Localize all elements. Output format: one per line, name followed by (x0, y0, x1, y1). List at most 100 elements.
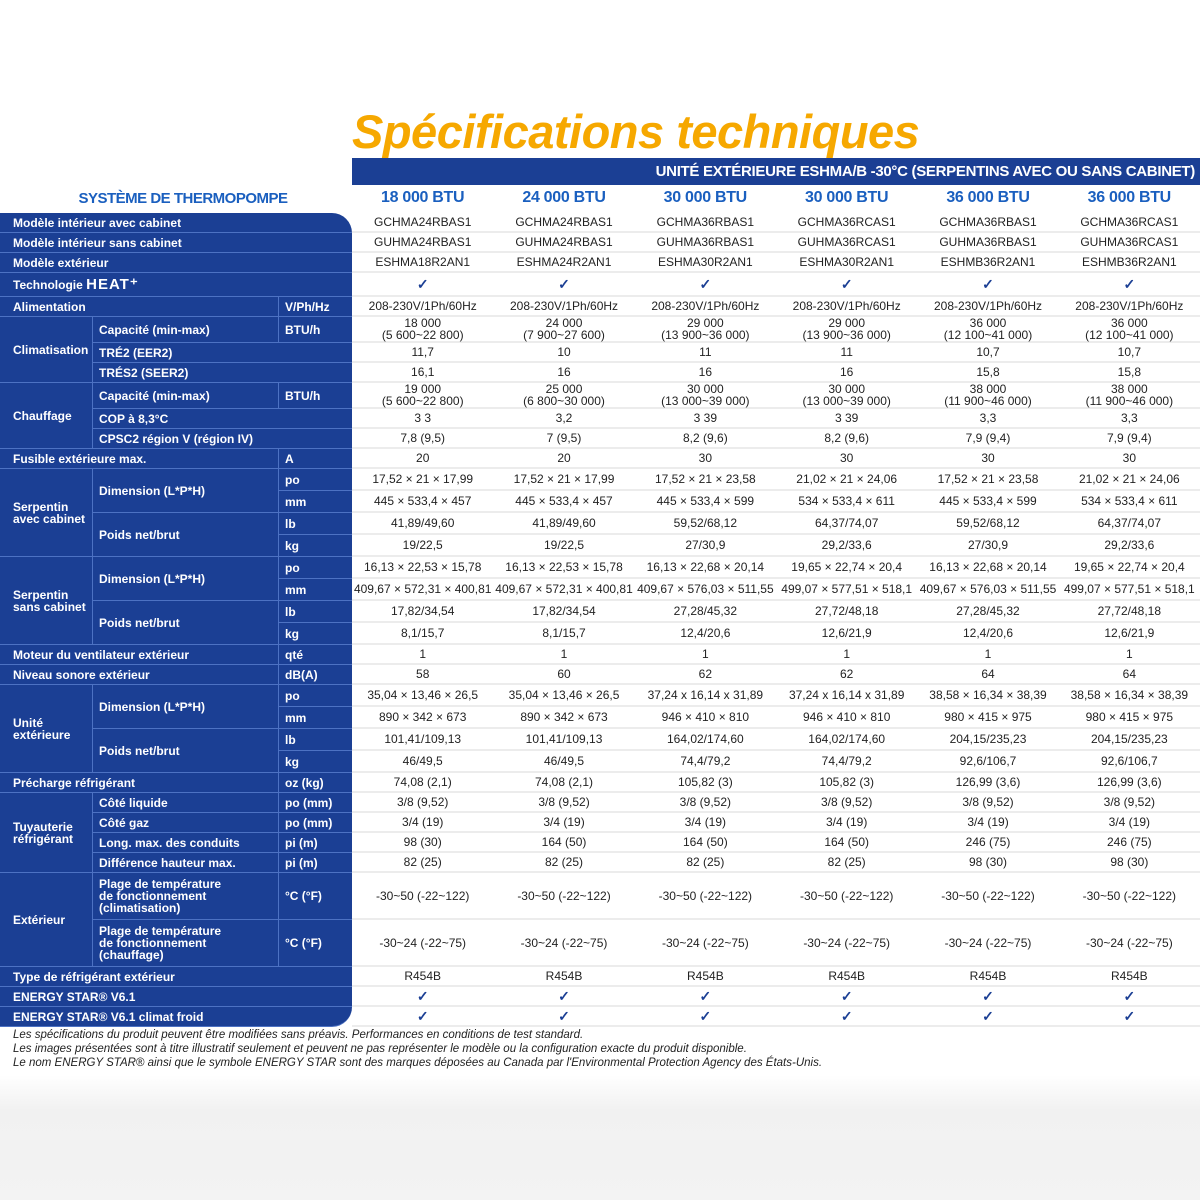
value-cell: 19 000 (5 600~22 800) (352, 383, 494, 409)
value-cell: 246 (75) (917, 833, 1059, 853)
unit-label: mm (278, 491, 353, 513)
sub-label: Poids net/brut (92, 513, 278, 557)
value-cell: 29,2/33,6 (776, 535, 918, 557)
table-row: Type de réfrigérant extérieur R454B R454B R… (0, 967, 1200, 987)
value-cell: 3,3 (1058, 409, 1200, 429)
value-cell: 29 000 (13 900~36 000) (634, 317, 777, 343)
value-cell: 27,28/45,32 (917, 601, 1059, 623)
value-cell: 204,15/235,23 (1058, 729, 1200, 751)
value-cell: 3/8 (9,52) (634, 793, 777, 813)
table-row: Serpentin sans cabinet Dimension (L*P*H) p… (0, 557, 1200, 645)
value-cell: 126,99 (3,6) (917, 773, 1059, 793)
value-cell: 3,3 (917, 409, 1059, 429)
value-cell: ✓ (493, 273, 635, 297)
value-cell: 12,4/20,6 (634, 623, 777, 645)
value-cell: 17,82/34,54 (352, 601, 494, 623)
value-cell: -30~50 (-22~122) (776, 873, 918, 920)
value-cell: 58 (352, 665, 494, 685)
value-cell: 74,08 (2,1) (493, 773, 635, 793)
value-cell: 19,65 × 22,74 × 20,4 (1058, 557, 1200, 579)
value-cell: 59,52/68,12 (634, 513, 777, 535)
value-cell: 534 × 533,4 × 611 (1058, 491, 1200, 513)
value-cell: 980 × 415 × 975 (917, 707, 1059, 729)
checkmark-icon: ✓ (1123, 275, 1136, 292)
unit-label: kg (278, 535, 353, 557)
sub-label: Dimension (L*P*H) (92, 557, 278, 601)
value-cell: GUHMA36RCAS1 (1058, 233, 1200, 253)
table-row: Long. max. des conduits pi (m) 98 (30) 164 … (0, 833, 1200, 853)
unit-label: kg (278, 623, 353, 645)
value-cell: 30 000 (13 000~39 000) (776, 383, 918, 409)
value-cell: 3 3 (352, 409, 494, 429)
value-cell: ✓ (776, 1007, 918, 1027)
row-label: Modèle extérieur (0, 253, 353, 273)
value-cell: 38 000 (11 900~46 000) (1058, 383, 1200, 409)
row-label: ENERGY STAR® V6.1 (0, 987, 353, 1007)
value-cell: 37,24 x 16,14 x 31,89 (776, 685, 918, 707)
value-cell: 62 (776, 665, 918, 685)
value-cell: 1 (634, 645, 777, 665)
value-cell: 126,99 (3,6) (1058, 773, 1200, 793)
value-cell: 20 (493, 449, 635, 469)
heat-plus-logo: HEAT⁺ (86, 275, 139, 293)
value-cell: 82 (25) (776, 853, 918, 873)
unit-label: mm (278, 707, 353, 729)
value-cell: 16,13 × 22,68 × 20,14 (917, 557, 1059, 579)
value-cell: -30~50 (-22~122) (352, 873, 494, 920)
value-cell: ESHMB36R2AN1 (1058, 253, 1200, 273)
value-cell: 208-230V/1Ph/60Hz (917, 297, 1059, 317)
footnote: Les images présentées sont à titre illus… (13, 1043, 747, 1055)
value-cell: 12,6/21,9 (776, 623, 918, 645)
column-header: 24 000 BTU (522, 189, 606, 206)
checkmark-icon: ✓ (699, 275, 712, 292)
table-row: CPSC2 région V (région IV) 7,8 (9,5) 7 (9,… (0, 429, 1200, 449)
table-row: Technologie HEAT⁺ ✓ ✓ ✓ ✓ ✓ ✓ (0, 273, 1200, 297)
value-cell: 445 × 533,4 × 457 (352, 491, 494, 513)
value-cell: 29,2/33,6 (1058, 535, 1200, 557)
unit-label: lb (278, 601, 353, 623)
value-cell: 16,13 × 22,53 × 15,78 (493, 557, 635, 579)
value-cell: ✓ (634, 987, 777, 1007)
value-cell: 3/4 (19) (634, 813, 777, 833)
unit-label: lb (278, 513, 353, 535)
unit-label: A (278, 449, 353, 469)
sub-label: CPSC2 région V (région IV) (92, 429, 353, 449)
value-cell: 27,28/45,32 (634, 601, 777, 623)
unit-label: °C (°F) (278, 920, 353, 967)
value-cell: 3/4 (19) (352, 813, 494, 833)
value-cell: 18 000 (5 600~22 800) (352, 317, 494, 343)
unit-label: lb (278, 729, 353, 751)
value-cell: 1 (493, 645, 635, 665)
value-cell: 11 (634, 343, 777, 363)
value-cell: GUHMA36RCAS1 (776, 233, 918, 253)
value-cell: 38,58 × 16,34 × 38,39 (917, 685, 1059, 707)
value-cell: 74,08 (2,1) (352, 773, 494, 793)
checkmark-icon: ✓ (558, 987, 570, 1004)
value-cell: 3/4 (19) (493, 813, 635, 833)
unit-label: BTU/h (278, 317, 353, 343)
value-cell: 35,04 × 13,46 × 26,5 (352, 685, 494, 707)
table-row: Modèle extérieur ESHMA18R2AN1 ESHMA24R2AN1… (0, 253, 1200, 273)
value-cell: 890 × 342 × 673 (352, 707, 494, 729)
sub-label: Dimension (L*P*H) (92, 685, 278, 729)
sub-label: Capacité (min-max) (92, 317, 278, 343)
sub-label: Poids net/brut (92, 601, 278, 645)
column-header: 18 000 BTU (381, 189, 465, 206)
value-cell: R454B (917, 967, 1059, 987)
checkmark-icon: ✓ (1123, 987, 1136, 1004)
table-row: Modèle intérieur avec cabinet GCHMA24RBAS… (0, 213, 1200, 233)
value-cell: ✓ (352, 1007, 494, 1027)
checkmark-icon: ✓ (982, 987, 994, 1004)
table-row: Climatisation Capacité (min-max) BTU/h 18 0… (0, 317, 1200, 383)
page-title: Spécifications techniques (352, 105, 920, 158)
value-cell: 445 × 533,4 × 599 (634, 491, 777, 513)
value-cell: GCHMA24RBAS1 (352, 213, 494, 233)
value-cell: GUHMA24RBAS1 (352, 233, 494, 253)
value-cell: 12,4/20,6 (917, 623, 1059, 645)
value-cell: 16,13 × 22,68 × 20,14 (634, 557, 777, 579)
value-cell: -30~24 (-22~75) (352, 920, 494, 967)
table-row: Chauffage Capacité (min-max) BTU/h 19 000 (… (0, 383, 1200, 449)
value-cell: 8,2 (9,6) (776, 429, 918, 449)
value-cell: 74,4/79,2 (776, 751, 918, 773)
value-cell: 82 (25) (493, 853, 635, 873)
